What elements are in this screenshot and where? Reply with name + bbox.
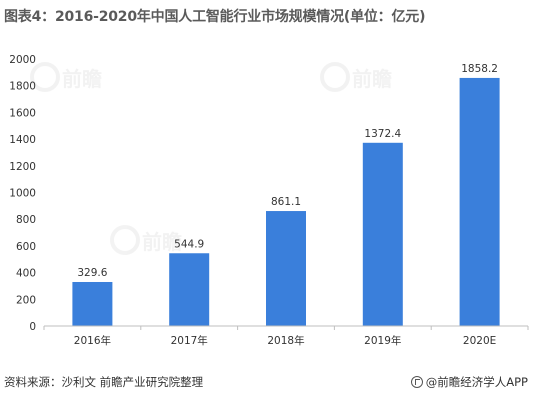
bar bbox=[362, 142, 403, 326]
y-tick-label: 2000 bbox=[9, 54, 36, 66]
y-tick-label: 400 bbox=[16, 268, 36, 280]
x-tick-label: 2019年 bbox=[364, 334, 401, 347]
bar-chart: 0 200 400 600 800 1000 1200 1400 1600 1800 2000 32… bbox=[9, 54, 529, 347]
value-labels-group: 329.6 544.9 861.1 1372.4 1858.2 bbox=[77, 63, 498, 279]
bar-value-label: 1372.4 bbox=[364, 128, 401, 140]
x-tick-label: 2018年 bbox=[267, 334, 304, 347]
bars-group bbox=[72, 77, 500, 326]
brand-credit: @前瞻经济学人APP bbox=[410, 374, 528, 390]
bar bbox=[459, 77, 500, 326]
bar bbox=[72, 281, 113, 326]
y-tick-label: 600 bbox=[16, 241, 36, 253]
x-tick-label: 2020E bbox=[463, 335, 496, 347]
brand-text: @前瞻经济学人APP bbox=[425, 375, 528, 389]
chart-title: 图表4：2016-2020年中国人工智能行业市场规模情况(单位：亿元) bbox=[4, 9, 426, 25]
y-tick-label: 800 bbox=[16, 214, 36, 226]
y-tick-label: 1800 bbox=[9, 81, 36, 93]
y-tick-label: 1400 bbox=[9, 134, 36, 146]
bar-value-label: 544.9 bbox=[174, 238, 204, 250]
y-tick-label: 0 bbox=[29, 321, 36, 333]
brand-logo-icon bbox=[410, 376, 423, 388]
y-axis: 0 200 400 600 800 1000 1200 1400 1600 1800 2000 bbox=[9, 54, 36, 333]
x-tick-label: 2017年 bbox=[171, 334, 208, 347]
source-note: 资料来源：沙利文 前瞻产业研究院整理 bbox=[4, 375, 204, 389]
bar-value-label: 861.1 bbox=[271, 196, 301, 208]
y-tick-label: 200 bbox=[16, 294, 36, 306]
x-tick-label: 2016年 bbox=[74, 334, 111, 347]
bar bbox=[169, 253, 210, 326]
x-axis: 2016年 2017年 2018年 2019年 2020E bbox=[43, 326, 529, 347]
y-tick-label: 1600 bbox=[9, 107, 36, 119]
bar-value-label: 1858.2 bbox=[461, 63, 498, 75]
bar bbox=[266, 211, 306, 326]
y-tick-label: 1200 bbox=[9, 161, 36, 173]
y-tick-label: 1000 bbox=[9, 188, 36, 200]
bar-value-label: 329.6 bbox=[77, 267, 107, 279]
